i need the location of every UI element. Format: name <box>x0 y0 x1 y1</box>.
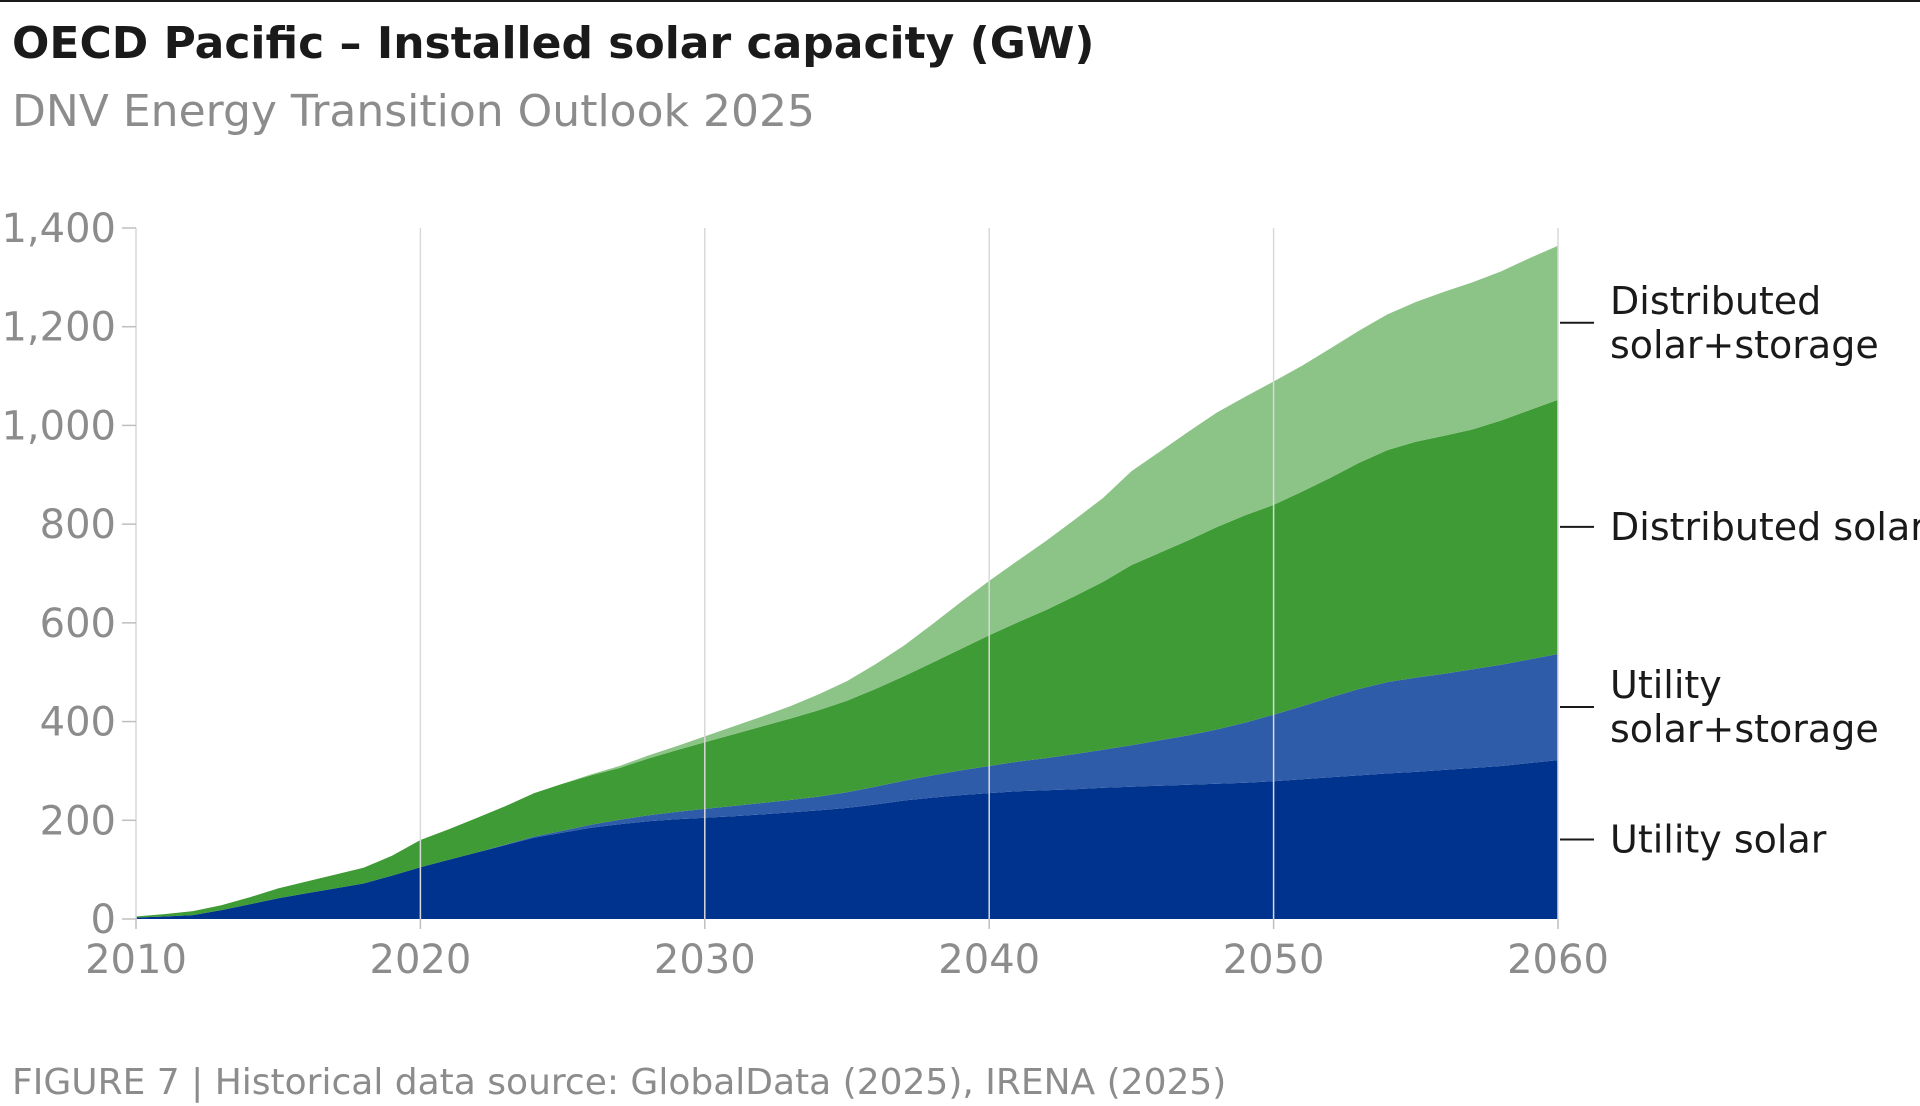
y-tick-label-800: 800 <box>40 502 116 548</box>
series-label-2-line-1: Utility <box>1610 663 1722 707</box>
x-tick-label-2050: 2050 <box>1223 937 1325 983</box>
top-rule <box>0 0 1920 2</box>
y-tick-label-1400: 1,400 <box>1 206 116 252</box>
figure-caption: FIGURE 7 | Historical data source: Globa… <box>12 1062 1227 1103</box>
x-tick-label-2040: 2040 <box>938 937 1040 983</box>
series-label-4-line-1: Distributed <box>1610 279 1821 323</box>
x-tick-label-2030: 2030 <box>654 937 756 983</box>
y-tick-label-400: 400 <box>40 700 116 746</box>
series-label-4-line-2: solar+storage <box>1610 323 1879 367</box>
series-label-2-line-2: solar+storage <box>1610 707 1879 751</box>
x-tick-label-2020: 2020 <box>370 937 472 983</box>
series-label-1-line-1: Utility solar <box>1610 818 1827 862</box>
area-series-2 <box>136 654 1558 918</box>
y-tick-label-200: 200 <box>40 798 116 844</box>
y-tick-label-1200: 1,200 <box>1 305 116 351</box>
y-tick-label-1000: 1,000 <box>1 403 116 449</box>
chart-subtitle: DNV Energy Transition Outlook 2025 <box>12 86 815 137</box>
series-label-3-line-1: Distributed solar <box>1610 505 1920 549</box>
area-series-4 <box>136 245 1558 917</box>
chart-title: OECD Pacific – Installed solar capacity … <box>12 18 1095 69</box>
y-tick-label-0: 0 <box>91 897 116 943</box>
x-tick-label-2010: 2010 <box>85 937 187 983</box>
y-tick-label-600: 600 <box>40 601 116 647</box>
area-series-1 <box>136 760 1558 919</box>
x-tick-label-2060: 2060 <box>1507 937 1609 983</box>
stacked-area-chart: 0 200 400 600 800 1,000 1,200 1,400 2010 2020 2030… <box>1 206 1920 983</box>
